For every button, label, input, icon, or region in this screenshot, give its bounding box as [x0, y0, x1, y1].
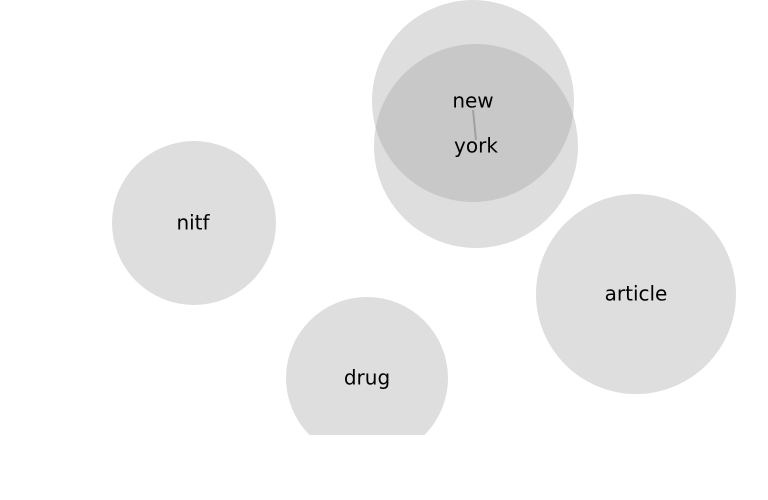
node-label-nitf: nitf [176, 211, 210, 235]
node-label-new: new [452, 89, 493, 113]
node-label-drug: drug [344, 366, 390, 390]
bubble-drug [286, 297, 448, 435]
bubble-article [536, 194, 736, 394]
edge-new-york [472, 109, 477, 141]
node-label-article: article [605, 282, 668, 306]
node-label-york: york [454, 134, 498, 158]
bubble-nitf [112, 141, 276, 305]
